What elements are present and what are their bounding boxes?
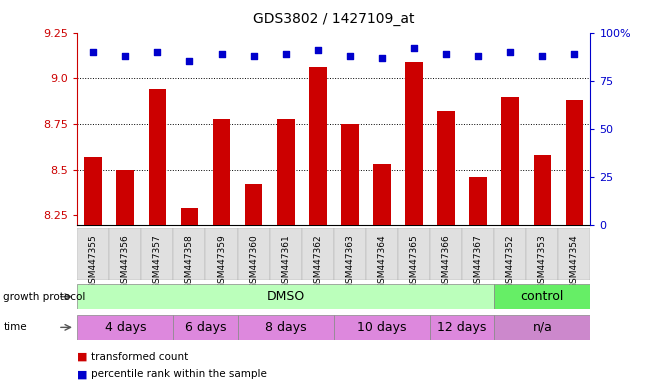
Text: GSM447360: GSM447360 [249,235,258,290]
Text: GSM447361: GSM447361 [281,235,290,290]
Point [313,47,323,53]
Text: DMSO: DMSO [266,290,305,303]
Bar [238,228,270,280]
Bar [495,315,590,340]
Point [248,53,259,59]
Text: GSM447357: GSM447357 [153,235,162,290]
Text: 4 days: 4 days [105,321,146,334]
Bar [495,228,526,280]
Point [184,58,195,65]
Bar [558,228,590,280]
Text: GSM447358: GSM447358 [185,235,194,290]
Bar [142,228,173,280]
Text: GSM447353: GSM447353 [538,235,547,290]
Bar [398,228,430,280]
Bar [366,228,398,280]
Point [88,49,99,55]
Bar [334,315,430,340]
Bar [470,177,487,225]
Point [409,45,419,51]
Bar [173,228,205,280]
Bar [205,228,238,280]
Text: time: time [3,322,27,333]
Bar [77,315,173,340]
Bar [277,119,295,225]
Bar [302,228,334,280]
Bar [117,170,134,225]
Bar [430,315,495,340]
Bar [430,228,462,280]
Point [344,53,355,59]
Text: GSM447366: GSM447366 [442,235,451,290]
Text: GSM447356: GSM447356 [121,235,130,290]
Point [216,51,227,57]
Bar [238,315,334,340]
Bar [85,157,102,225]
Bar [533,155,551,225]
Bar [148,89,166,225]
Text: GDS3802 / 1427109_at: GDS3802 / 1427109_at [253,12,415,25]
Bar [501,97,519,225]
Text: 10 days: 10 days [357,321,407,334]
Text: GSM447365: GSM447365 [409,235,419,290]
Bar [245,184,262,225]
Bar [213,119,230,225]
Bar [309,67,327,225]
Bar [77,228,109,280]
Bar [437,111,455,225]
Point [152,49,163,55]
Bar [334,228,366,280]
Bar [566,100,583,225]
Point [120,53,131,59]
Bar [173,315,238,340]
Text: 6 days: 6 days [185,321,226,334]
Bar [373,164,391,225]
Bar [495,284,590,309]
Text: 8 days: 8 days [265,321,307,334]
Bar [405,62,423,225]
Text: GSM447364: GSM447364 [378,235,386,289]
Text: GSM447355: GSM447355 [89,235,98,290]
Point [537,53,548,59]
Bar [526,228,558,280]
Point [441,51,452,57]
Text: GSM447367: GSM447367 [474,235,482,290]
Text: GSM447363: GSM447363 [346,235,354,290]
Text: ■: ■ [77,352,88,362]
Bar [270,228,302,280]
Bar [77,284,495,309]
Text: growth protocol: growth protocol [3,291,86,302]
Text: GSM447359: GSM447359 [217,235,226,290]
Point [473,53,484,59]
Text: control: control [521,290,564,303]
Bar [109,228,142,280]
Point [505,49,515,55]
Text: GSM447352: GSM447352 [506,235,515,289]
Point [376,55,387,61]
Text: 12 days: 12 days [437,321,487,334]
Text: ■: ■ [77,369,88,379]
Text: transformed count: transformed count [91,352,188,362]
Bar [462,228,495,280]
Bar [180,208,198,225]
Text: n/a: n/a [532,321,552,334]
Text: GSM447354: GSM447354 [570,235,579,289]
Point [569,51,580,57]
Text: GSM447362: GSM447362 [313,235,322,289]
Bar [341,124,359,225]
Point [280,51,291,57]
Text: percentile rank within the sample: percentile rank within the sample [91,369,266,379]
